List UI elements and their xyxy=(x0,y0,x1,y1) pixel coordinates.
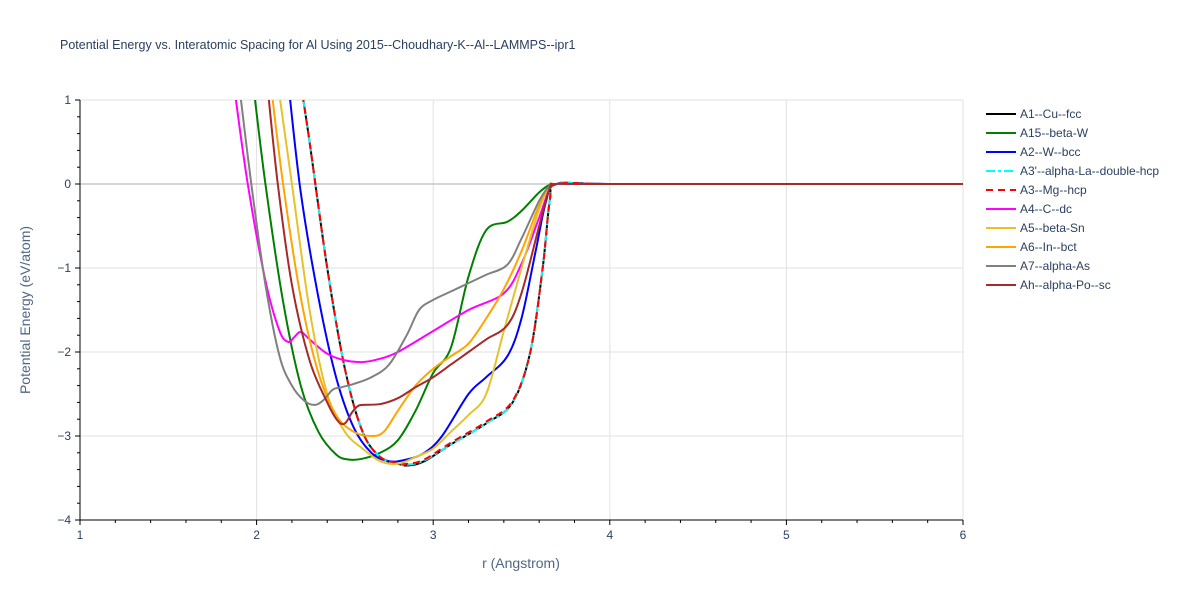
axes xyxy=(75,99,964,525)
x-tick-label: 1 xyxy=(77,528,84,542)
legend-item[interactable]: A2--W--bcc xyxy=(986,145,1080,159)
y-tick-label: 0 xyxy=(64,177,71,191)
y-tick-label: −3 xyxy=(57,429,71,443)
y-tick-label: −1 xyxy=(57,261,71,275)
legend-label: A3--Mg--hcp xyxy=(1020,183,1087,197)
legend[interactable]: A1--Cu--fcc A15--beta-W A2--W--bcc A3'--alp… xyxy=(986,107,1159,292)
legend-label: A3'--alpha-La--double-hcp xyxy=(1020,164,1159,178)
legend-label: A7--alpha-As xyxy=(1020,259,1090,273)
y-tick-label: −4 xyxy=(57,513,71,527)
legend-label: A6--In--bct xyxy=(1020,240,1077,254)
legend-label: A2--W--bcc xyxy=(1020,145,1080,159)
legend-label: A1--Cu--fcc xyxy=(1020,107,1081,121)
x-tick-label: 6 xyxy=(960,528,967,542)
legend-item[interactable]: Ah--alpha-Po--sc xyxy=(986,278,1111,292)
tick-labels: 1 2 3 4 5 6 −4 −3 −2 −1 0 1 xyxy=(57,93,966,542)
legend-item[interactable]: A3'--alpha-La--double-hcp xyxy=(986,164,1159,178)
x-tick-label: 4 xyxy=(606,528,613,542)
legend-item[interactable]: A7--alpha-As xyxy=(986,259,1090,273)
legend-item[interactable]: A1--Cu--fcc xyxy=(986,107,1081,121)
legend-label: A5--beta-Sn xyxy=(1020,221,1085,235)
x-axis-label: r (Angstrom) xyxy=(482,555,560,571)
x-tick-label: 5 xyxy=(783,528,790,542)
legend-item[interactable]: A3--Mg--hcp xyxy=(986,183,1087,197)
y-axis-label: Potential Energy (eV/atom) xyxy=(17,226,33,394)
series-line-9 xyxy=(267,100,963,426)
legend-label: A4--C--dc xyxy=(1020,202,1072,216)
legend-label: A15--beta-W xyxy=(1020,126,1089,140)
series-line-3 xyxy=(302,100,963,466)
x-tick-label: 3 xyxy=(430,528,437,542)
legend-item[interactable]: A5--beta-Sn xyxy=(986,221,1085,235)
legend-item[interactable]: A4--C--dc xyxy=(986,202,1072,216)
chart-title: Potential Energy vs. Interatomic Spacing… xyxy=(60,38,576,52)
legend-label: Ah--alpha-Po--sc xyxy=(1020,278,1111,292)
x-tick-label: 2 xyxy=(253,528,260,542)
y-tick-label: −2 xyxy=(57,345,71,359)
legend-item[interactable]: A15--beta-W xyxy=(986,126,1089,140)
y-tick-label: 1 xyxy=(64,93,71,107)
legend-item[interactable]: A6--In--bct xyxy=(986,240,1077,254)
series-layer xyxy=(234,100,963,467)
